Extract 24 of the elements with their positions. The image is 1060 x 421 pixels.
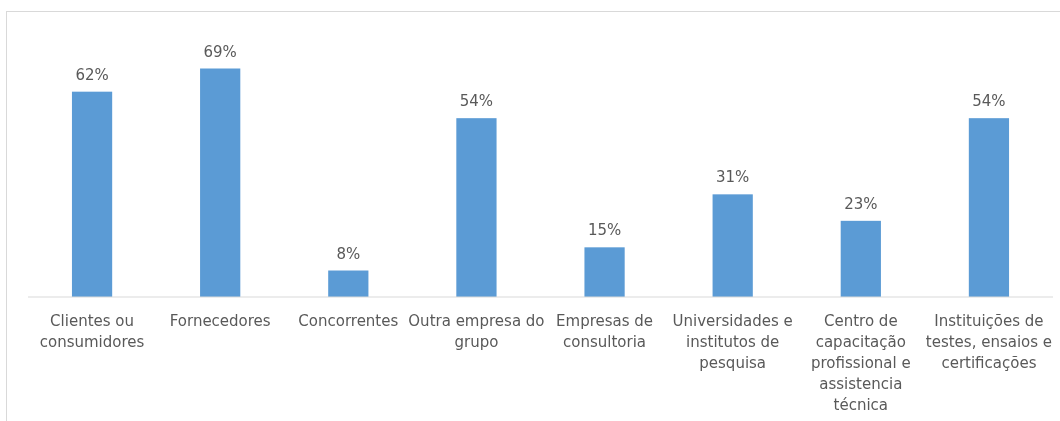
bar <box>584 247 625 297</box>
bar <box>968 118 1010 297</box>
x-tick-label: Universidades e institutos de pesquisa <box>672 312 793 372</box>
bar <box>840 220 881 297</box>
bar <box>456 118 497 297</box>
x-tick-label: Empresas de consultoria <box>556 312 654 351</box>
bar <box>200 68 241 297</box>
data-label: 54% <box>459 92 494 111</box>
x-tick-label: Centro de capacitação profissional e assistencia técnica <box>810 312 911 414</box>
bar <box>71 91 113 297</box>
bar <box>328 270 369 297</box>
data-label: 31% <box>716 168 750 187</box>
x-tick-label: Outra empresa do grupo <box>408 312 545 351</box>
x-tick-label: Clientes ou consumidores <box>39 312 145 351</box>
data-label: 23% <box>844 194 878 213</box>
data-label: 54% <box>972 92 1006 111</box>
data-label: 62% <box>75 65 109 84</box>
data-label: 69% <box>203 42 237 61</box>
x-tick-label: Fornecedores <box>169 312 271 330</box>
data-label: 8% <box>336 244 361 263</box>
data-label: 15% <box>587 221 622 240</box>
bar <box>712 194 753 297</box>
x-tick-label: Concorrentes <box>298 312 399 330</box>
x-tick-label: Instituições de testes, ensaios e certificações <box>925 312 1053 372</box>
